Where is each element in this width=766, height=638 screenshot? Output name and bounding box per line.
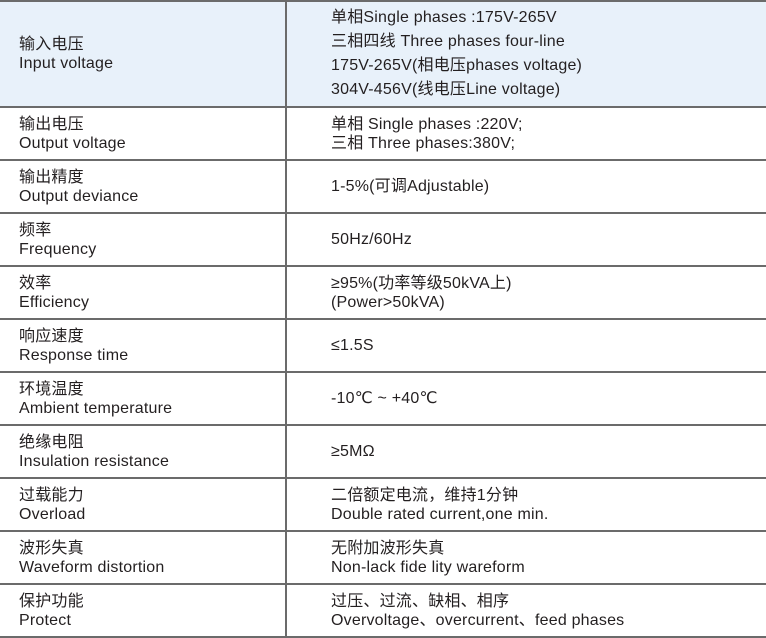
value-line: 单相Single phases :175V-265V	[331, 9, 557, 26]
spec-value: 单相Single phases :175V-265V 三相四线 Three pha…	[286, 0, 766, 108]
spec-value: 1-5%(可调Adjustable)	[286, 159, 766, 214]
value-line: 单相 Single phases :220V;	[331, 115, 523, 133]
label-cn: 频率	[19, 221, 52, 239]
label-cn: 输出电压	[19, 115, 84, 133]
spec-label: 输入电压 Input voltage	[0, 0, 287, 108]
spec-value: ≤1.5S	[286, 318, 766, 373]
value-line: ≥95%(功率等级50kVA上)	[331, 274, 512, 292]
spec-label: 输出电压 Output voltage	[0, 106, 287, 161]
spec-value: ≥95%(功率等级50kVA上) (Power>50kVA)	[286, 265, 766, 320]
spec-row: 响应速度 Response time ≤1.5S	[0, 318, 766, 373]
spec-label: 频率 Frequency	[0, 212, 287, 267]
value-line: ≤1.5S	[331, 337, 374, 354]
label-cn: 过载能力	[19, 486, 84, 504]
value-line: (Power>50kVA)	[331, 293, 445, 311]
label-en: Response time	[19, 346, 129, 364]
spec-row: 输入电压 Input voltage 单相Single phases :175V-2…	[0, 0, 766, 108]
value-line: 三相 Three phases:380V;	[331, 134, 516, 152]
value-line: 二倍额定电流，维持1分钟	[331, 486, 519, 504]
spec-row: 过载能力 Overload 二倍额定电流，维持1分钟 Double rated cur…	[0, 477, 766, 532]
spec-value: 无附加波形失真 Non-lack fide lity wareform	[286, 530, 766, 585]
spec-row: 输出电压 Output voltage 单相 Single phases :220V…	[0, 106, 766, 161]
spec-row: 频率 Frequency 50Hz/60Hz	[0, 212, 766, 267]
value-line: 175V-265V(相电压phases voltage)	[331, 57, 583, 74]
label-en: Insulation resistance	[19, 452, 170, 470]
spec-row: 环境温度 Ambient temperature -10℃ ~ +40℃	[0, 371, 766, 426]
spec-label: 波形失真 Waveform distortion	[0, 530, 287, 585]
spec-value: -10℃ ~ +40℃	[286, 371, 766, 426]
spec-value: 50Hz/60Hz	[286, 212, 766, 267]
label-cn: 绝缘电阻	[19, 433, 84, 451]
spec-row: 效率 Efficiency ≥95%(功率等级50kVA上) (Power>50kVA…	[0, 265, 766, 320]
spec-label: 响应速度 Response time	[0, 318, 287, 373]
label-cn: 环境温度	[19, 380, 84, 398]
value-line: Double rated current,one min.	[331, 505, 549, 523]
value-line: Overvoltage、overcurrent、feed phases	[331, 611, 625, 629]
spec-value: 过压、过流、缺相、相序 Overvoltage、overcurrent、feed …	[286, 583, 766, 638]
value-line: 50Hz/60Hz	[331, 231, 412, 248]
label-cn: 保护功能	[19, 592, 84, 610]
value-line: 304V-456V(线电压Line voltage)	[331, 81, 561, 98]
label-en: Efficiency	[19, 293, 90, 311]
label-cn: 效率	[19, 274, 52, 292]
spec-value: 单相 Single phases :220V; 三相 Three phases:3…	[286, 106, 766, 161]
value-line: -10℃ ~ +40℃	[331, 390, 438, 407]
spec-row: 保护功能 Protect 过压、过流、缺相、相序 Overvoltage、overcu…	[0, 583, 766, 638]
label-cn: 输入电压	[19, 36, 84, 53]
spec-label: 效率 Efficiency	[0, 265, 287, 320]
spec-row: 波形失真 Waveform distortion 无附加波形失真 Non-lack f…	[0, 530, 766, 585]
value-line: 过压、过流、缺相、相序	[331, 592, 510, 610]
label-cn: 波形失真	[19, 539, 84, 557]
label-cn: 输出精度	[19, 168, 84, 186]
spec-label: 环境温度 Ambient temperature	[0, 371, 287, 426]
spec-value: 二倍额定电流，维持1分钟 Double rated current,one min…	[286, 477, 766, 532]
spec-label: 输出精度 Output deviance	[0, 159, 287, 214]
label-cn: 响应速度	[19, 327, 84, 345]
spec-value: ≥5MΩ	[286, 424, 766, 479]
value-line: ≥5MΩ	[331, 443, 375, 460]
label-en: Protect	[19, 611, 72, 629]
spec-label: 绝缘电阻 Insulation resistance	[0, 424, 287, 479]
value-line: 无附加波形失真	[331, 539, 445, 557]
label-en: Input voltage	[19, 55, 114, 72]
label-en: Frequency	[19, 240, 97, 258]
spec-label: 保护功能 Protect	[0, 583, 287, 638]
label-en: Output deviance	[19, 187, 139, 205]
value-line: 1-5%(可调Adjustable)	[331, 178, 490, 195]
label-en: Overload	[19, 505, 86, 523]
spec-row: 输出精度 Output deviance 1-5%(可调Adjustable)	[0, 159, 766, 214]
value-line: Non-lack fide lity wareform	[331, 558, 525, 576]
spec-row: 绝缘电阻 Insulation resistance ≥5MΩ	[0, 424, 766, 479]
label-en: Ambient temperature	[19, 399, 173, 417]
spec-label: 过载能力 Overload	[0, 477, 287, 532]
label-en: Waveform distortion	[19, 558, 165, 576]
value-line: 三相四线 Three phases four-line	[331, 33, 565, 50]
label-en: Output voltage	[19, 134, 126, 152]
